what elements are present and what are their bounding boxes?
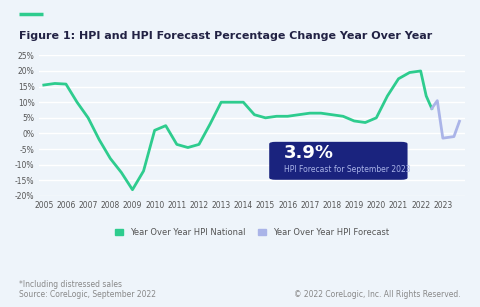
Text: © 2022 CoreLogic, Inc. All Rights Reserved.: © 2022 CoreLogic, Inc. All Rights Reserv… — [294, 290, 461, 299]
Text: 3.9%: 3.9% — [284, 144, 334, 162]
FancyBboxPatch shape — [269, 142, 408, 180]
Text: HPI Forecast for September 2023: HPI Forecast for September 2023 — [284, 165, 411, 174]
Text: *Including distressed sales
Source: CoreLogic, September 2022: *Including distressed sales Source: Core… — [19, 280, 156, 299]
Text: Figure 1: HPI and HPI Forecast Percentage Change Year Over Year: Figure 1: HPI and HPI Forecast Percentag… — [19, 31, 432, 41]
Legend: Year Over Year HPI National, Year Over Year HPI Forecast: Year Over Year HPI National, Year Over Y… — [115, 228, 389, 237]
